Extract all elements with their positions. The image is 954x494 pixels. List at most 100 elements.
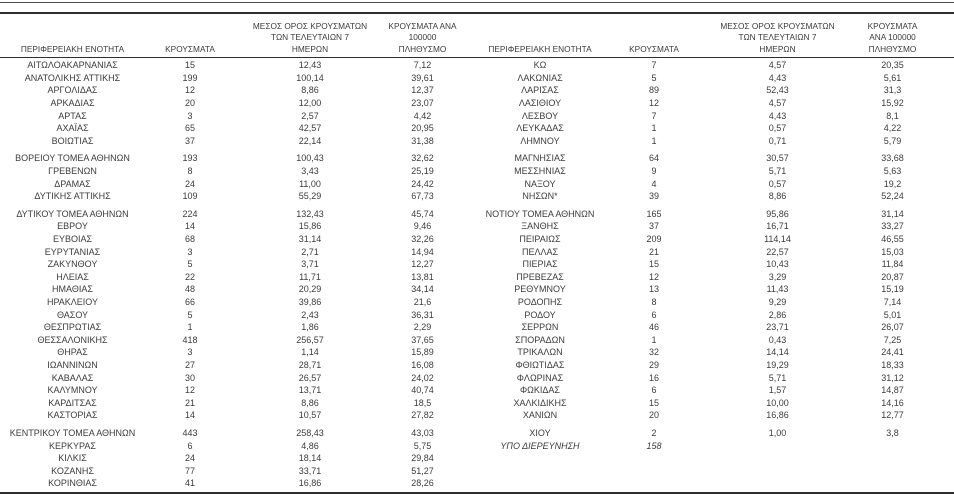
- right-cases-cell: 12: [648, 271, 659, 282]
- left-per100k-cell: 51,27: [411, 465, 434, 476]
- right-per100k-cell: 5,61: [883, 72, 902, 83]
- left-avg7-cell: 1,86: [301, 322, 319, 333]
- left-avg7-cell: 10,57: [298, 410, 322, 421]
- right-per100k-cell: 26,07: [881, 322, 904, 333]
- table-row: ΑΡΚΑΔΙΑΣ 20 12,00 23,07 ΛΑΣΙΘΙΟΥ 12 4,57 15,92: [0, 97, 954, 110]
- right-avg7-cell: 5,71: [768, 372, 787, 383]
- right-avg7-cell: 0,43: [768, 334, 787, 345]
- table-row: ΙΩΑΝΝΙΝΩΝ 27 28,71 16,08 ΦΘΙΩΤΙΔΑΣ 29 19,29 18,…: [0, 359, 954, 372]
- left-region-cell: ΘΕΣΠΡΩΤΙΑΣ: [43, 322, 102, 333]
- right-per100k-cell: 15,19: [881, 284, 904, 295]
- left-avg7-cell: 3,71: [301, 259, 319, 270]
- right-per100k-cell: 46,55: [881, 234, 904, 245]
- right-per100k-cell: 15,03: [881, 246, 904, 257]
- left-region-cell: ΚΟΡΙΝΘΙΑΣ: [48, 478, 97, 489]
- left-avg7-cell: 100,14: [296, 72, 324, 83]
- left-region-cell: ΕΥΒΟΙΑΣ: [52, 234, 93, 245]
- right-cases-cell: 1: [651, 123, 657, 134]
- right-avg7-cell: 11,43: [766, 284, 789, 295]
- left-avg7-cell: 31,14: [298, 234, 322, 245]
- right-avg7-cell: 30,57: [766, 153, 789, 164]
- left-region-cell: ΚΑΛΥΜΝΟΥ: [47, 385, 98, 396]
- right-cases-cell: 2: [651, 427, 657, 438]
- left-per100k-cell: 14,94: [411, 246, 434, 257]
- table-row: ΒΟΡΕΙΟΥ ΤΟΜΕΑ ΑΘΗΝΩΝ 193 100,43 32,62 ΜΑΓΝΗΣ…: [0, 152, 954, 165]
- right-avg7-cell: 2,86: [768, 309, 787, 320]
- left-cases-cell: 12: [184, 85, 195, 96]
- right-cases-cell: 12: [648, 98, 659, 109]
- right-region-cell: ΤΡΙΚΑΛΩΝ: [517, 347, 563, 358]
- right-cases-cell: 8: [651, 296, 657, 307]
- left-avg7-cell: 42,57: [298, 123, 322, 134]
- right-region-cell: ΛΕΣΒΟΥ: [521, 110, 559, 121]
- table-row: ΚΑΡΔΙΤΣΑΣ 21 8,86 18,5 ΧΑΛΚΙΔΙΚΗΣ 15 10,00 14,1…: [0, 396, 954, 409]
- left-per100k-cell: 27,82: [411, 410, 434, 421]
- right-avg7-cell: 1,57: [768, 385, 787, 396]
- left-region-cell: ΙΩΑΝΝΙΝΩΝ: [47, 359, 98, 370]
- left-cases-cell: 20: [184, 98, 195, 109]
- header-region-left: ΠΕΡΙΦΕΡΕΙΑΚΗ ΕΝΟΤΗΤΑ: [20, 43, 125, 54]
- table-header-row: ΠΕΡΙΦΕΡΕΙΑΚΗ ΕΝΟΤΗΤΑ ΚΡΟΥΣΜΑΤΑ ΜΕΣΟΣ ΟΡΟ…: [0, 14, 954, 58]
- left-avg7-cell: 15,86: [298, 221, 322, 232]
- left-per100k-cell: 32,26: [411, 234, 434, 245]
- right-region-cell: ΣΠΟΡΑΔΩΝ: [515, 334, 565, 345]
- table-row: ΓΡΕΒΕΝΩΝ 8 3,43 25,19 ΜΕΣΣΗΝΙΑΣ 9 5,71 5,63: [0, 165, 954, 178]
- right-avg7-cell: 16,86: [766, 410, 789, 421]
- right-per100k-cell: 7,25: [883, 334, 902, 345]
- left-avg7-cell: 13,71: [298, 385, 322, 396]
- left-avg7-cell: 16,86: [298, 478, 322, 489]
- right-cases-cell: 46: [648, 322, 659, 333]
- right-avg7-cell: 4,43: [768, 72, 787, 83]
- right-cases-cell: 13: [648, 284, 659, 295]
- left-per100k-cell: 25,19: [411, 166, 434, 177]
- left-cases-cell: 68: [184, 234, 195, 245]
- header-cases-right: ΚΡΟΥΣΜΑΤΑ: [629, 43, 679, 54]
- left-region-cell: ΑΝΑΤΟΛΙΚΗΣ ΑΤΤΙΚΗΣ: [24, 72, 121, 83]
- right-region-cell: ΜΑΓΝΗΣΙΑΣ: [514, 153, 566, 164]
- left-region-cell: ΗΜΑΘΙΑΣ: [52, 284, 93, 295]
- right-cases-cell: 6: [651, 309, 657, 320]
- left-cases-cell: 14: [184, 221, 195, 232]
- left-per100k-cell: 20,95: [411, 123, 434, 134]
- left-cases-cell: 443: [182, 427, 198, 438]
- right-per100k-cell: 11,84: [881, 259, 904, 270]
- left-per100k-cell: 5,75: [413, 440, 432, 451]
- left-cases-cell: 30: [184, 372, 195, 383]
- left-avg7-cell: 11,00: [299, 178, 321, 189]
- left-region-cell: ΓΡΕΒΕΝΩΝ: [48, 166, 97, 177]
- left-region-cell: ΑΧΑΪΑΣ: [56, 123, 89, 134]
- left-per100k-cell: 12,37: [411, 85, 434, 96]
- left-region-cell: ΒΟΙΩΤΙΑΣ: [51, 135, 94, 146]
- right-avg7-cell: 52,43: [766, 85, 789, 96]
- header-region-right: ΠΕΡΙΦΕΡΕΙΑΚΗ ΕΝΟΤΗΤΑ: [488, 43, 592, 54]
- right-cases-cell: 165: [646, 208, 662, 219]
- right-region-cell: ΧΑΛΚΙΔΙΚΗΣ: [513, 397, 567, 408]
- left-avg7-cell: 1,14: [301, 347, 319, 358]
- right-region-cell: ΝΑΞΟΥ: [524, 178, 556, 189]
- left-cases-cell: 66: [184, 296, 195, 307]
- table-row: ΘΑΣΟΥ 5 2,43 36,31 ΡΟΔΟΥ 6 2,86 5,01: [0, 308, 954, 321]
- right-per100k-cell: 4,22: [883, 123, 902, 134]
- left-avg7-cell: 12,43: [298, 60, 322, 71]
- right-region-cell: ΧΙΟΥ: [529, 427, 551, 438]
- left-cases-cell: 21: [184, 397, 195, 408]
- header-per100k-left: ΚΡΟΥΣΜΑΤΑ ΑΝΑ 100000 ΠΛΗΘΥΣΜΟ: [388, 20, 457, 54]
- left-cases-cell: 65: [184, 123, 195, 134]
- right-avg7-cell: 0,57: [768, 123, 787, 134]
- table-row: ΚΑΛΥΜΝΟΥ 12 13,71 40,74 ΦΩΚΙΔΑΣ 6 1,57 14,87: [0, 384, 954, 397]
- left-avg7-cell: 11,71: [299, 271, 321, 282]
- left-cases-cell: 5: [187, 259, 193, 270]
- table-row: ΔΥΤΙΚΟΥ ΤΟΜΕΑ ΑΘΗΝΩΝ 224 132,43 45,74 ΝΟΤΙΟΥ…: [0, 208, 954, 221]
- left-avg7-cell: 100,43: [296, 153, 324, 164]
- table-row: ΔΡΑΜΑΣ 24 11,00 24,42 ΝΑΞΟΥ 4 0,57 19,2: [0, 177, 954, 190]
- right-avg7-cell: 4,43: [768, 110, 787, 121]
- right-avg7-cell: 114,14: [764, 234, 791, 245]
- left-avg7-cell: 20,29: [298, 284, 322, 295]
- left-per100k-cell: 23,07: [411, 98, 434, 109]
- right-per100k-cell: 14,87: [881, 385, 904, 396]
- left-per100k-cell: 21,6: [413, 296, 432, 307]
- top-rule: [0, 2, 954, 3]
- left-avg7-cell: 2,71: [301, 246, 319, 257]
- right-cases-cell: 29: [648, 359, 659, 370]
- right-cases-cell: 32: [648, 347, 659, 358]
